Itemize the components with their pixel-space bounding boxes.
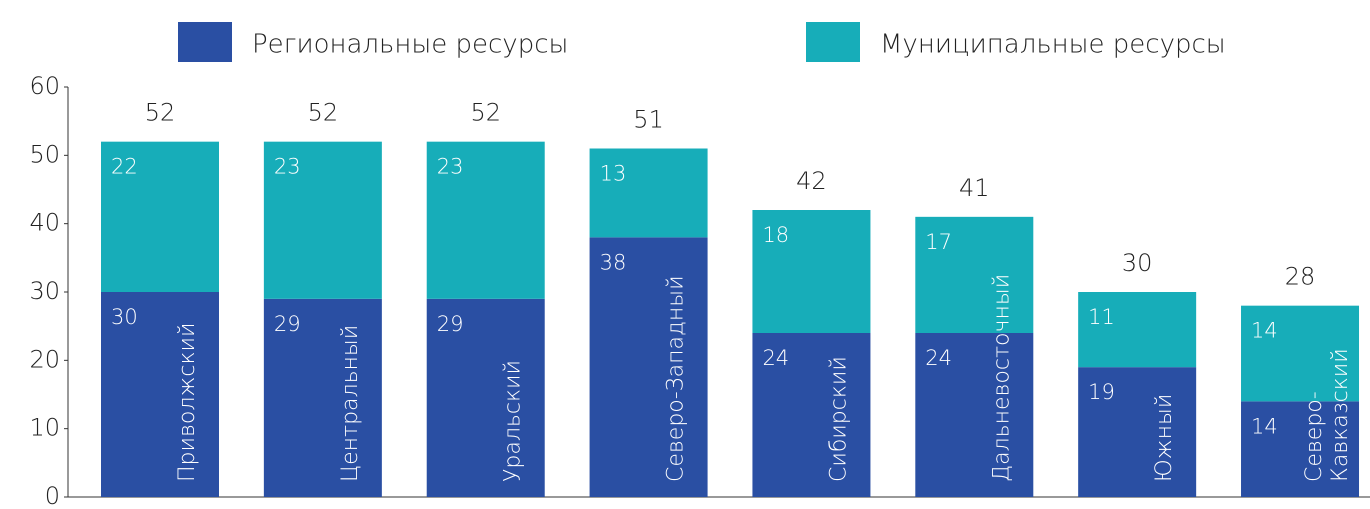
total-label: 51 (633, 106, 664, 134)
total-label: 42 (796, 167, 827, 195)
y-tick-label: 50 (29, 140, 60, 168)
category-label: Северо-Западный (664, 275, 689, 482)
value-label: 14 (1251, 319, 1278, 343)
total-label: 41 (959, 174, 990, 202)
bar-segment (101, 141, 219, 292)
category-label-line: Кавказский (1328, 348, 1353, 482)
category-label: Приволжский (175, 322, 200, 482)
total-label: 52 (145, 99, 176, 127)
bar-segment (1078, 292, 1197, 368)
value-label: 24 (762, 346, 789, 370)
bar-segment (752, 333, 871, 497)
bar-segment (263, 298, 382, 497)
y-tick-label: 20 (29, 345, 60, 373)
bar-segment (752, 210, 871, 333)
y-tick-label: 10 (29, 414, 60, 442)
bar-segment (101, 292, 219, 497)
value-label: 17 (925, 230, 952, 254)
legend-swatch (806, 22, 860, 62)
legend-label: Региональные ресурсы (252, 30, 568, 60)
category-label: Дальневосточный (989, 274, 1014, 482)
bar-segment (589, 237, 708, 498)
total-label: 52 (308, 99, 339, 127)
value-label: 29 (274, 312, 301, 336)
bar-segment (915, 333, 1034, 497)
bar-segment (1241, 401, 1360, 497)
category-label-line: Северо- (1302, 391, 1327, 482)
value-label: 38 (600, 250, 627, 274)
legend-label: Муниципальные ресурсы (880, 30, 1226, 60)
y-tick-label: 40 (29, 209, 60, 237)
value-label: 22 (111, 155, 138, 179)
y-tick-label: 60 (29, 72, 60, 100)
bar-segment (426, 141, 545, 299)
category-label: Уральский (501, 360, 526, 482)
value-label: 23 (437, 155, 464, 179)
bar-segment (426, 298, 545, 497)
bar-segment (1241, 305, 1360, 402)
value-label: 11 (1088, 305, 1115, 329)
bar-segment (1078, 367, 1197, 497)
bar-segment (263, 141, 382, 299)
category-label: Южный (1152, 394, 1177, 482)
y-tick-label: 30 (29, 277, 60, 305)
value-label: 13 (600, 162, 627, 186)
category-label: Сибирский (826, 356, 851, 482)
value-label: 14 (1251, 414, 1278, 438)
category-label: Центральный (338, 325, 363, 482)
y-tick-label: 0 (45, 482, 60, 509)
value-label: 30 (111, 305, 138, 329)
bar-segment (589, 148, 708, 238)
value-label: 24 (925, 346, 952, 370)
category-label: Северо-Кавказский (1302, 348, 1353, 482)
value-label: 18 (762, 223, 789, 247)
value-label: 23 (274, 155, 301, 179)
total-label: 30 (1122, 249, 1153, 277)
value-label: 19 (1088, 380, 1115, 404)
value-label: 29 (437, 312, 464, 336)
total-label: 52 (470, 99, 501, 127)
total-label: 28 (1285, 263, 1316, 291)
legend-swatch (178, 22, 232, 62)
bar-segment (915, 216, 1034, 333)
